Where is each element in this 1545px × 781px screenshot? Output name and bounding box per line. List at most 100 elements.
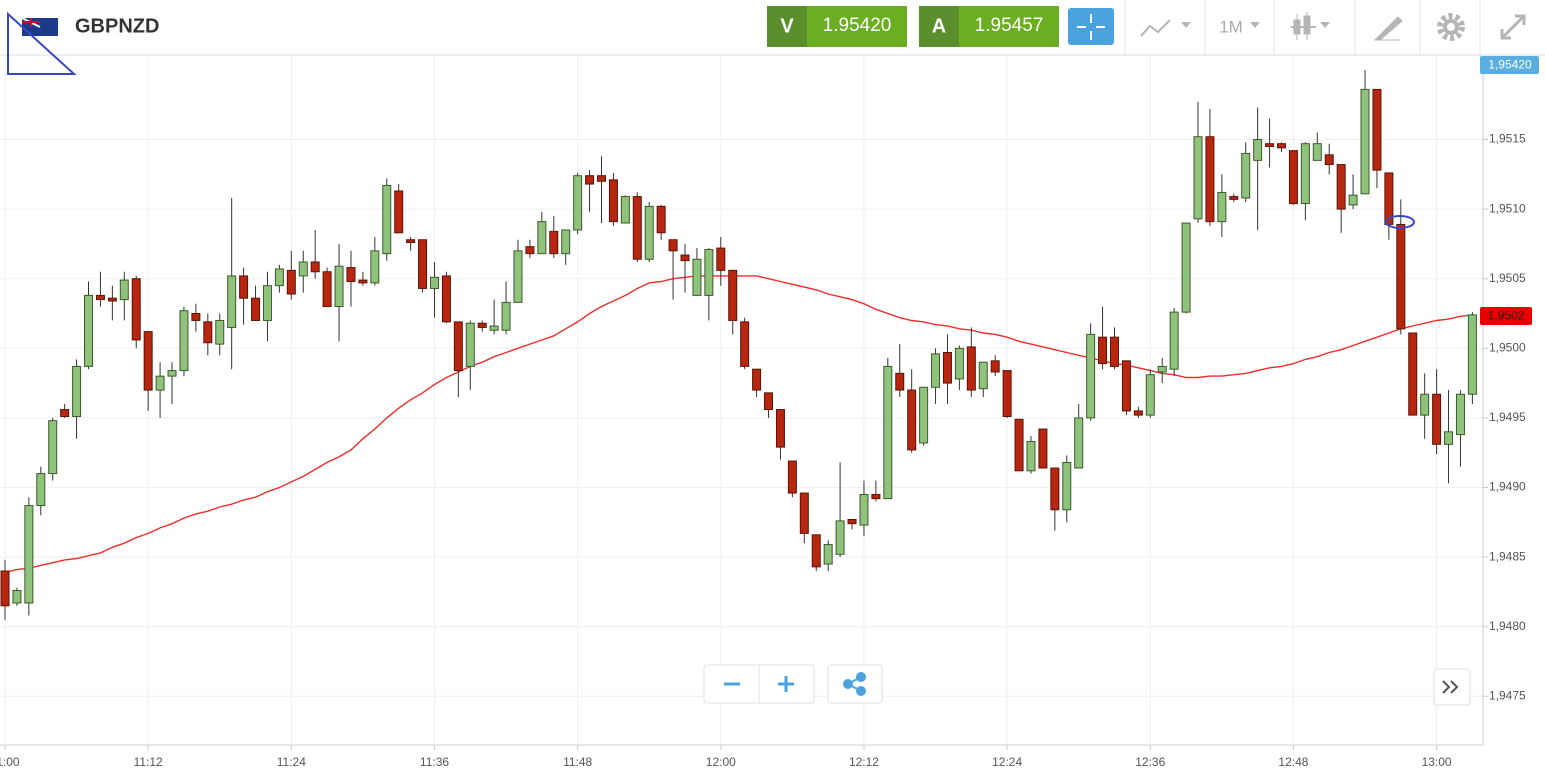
candle-body <box>1372 88 1382 171</box>
buy-price[interactable]: 1.95457 <box>975 15 1044 36</box>
indicator-button[interactable] <box>1140 19 1191 37</box>
candle-body <box>895 372 905 391</box>
candle-body <box>95 294 105 301</box>
ma-label: 1,9502 <box>1488 309 1525 323</box>
candle-body <box>871 493 881 500</box>
candle-body <box>1300 143 1310 205</box>
candle-body <box>0 570 10 607</box>
crosshair-button[interactable] <box>1068 8 1114 45</box>
candle-body <box>799 492 809 534</box>
y-tick-label: 1,9505 <box>1489 271 1526 285</box>
candle-body <box>1265 143 1275 147</box>
candle-body <box>489 325 499 331</box>
timeframe-caret <box>1250 22 1260 28</box>
candle-body <box>215 319 225 345</box>
candle-body <box>1002 370 1012 418</box>
candle-body <box>907 389 917 451</box>
candle-body <box>1408 332 1418 416</box>
candle-body <box>966 346 976 391</box>
candle-body <box>322 271 332 308</box>
candle-body <box>1109 336 1119 367</box>
sell-price[interactable]: 1.95420 <box>823 15 892 36</box>
candle-body <box>513 250 523 303</box>
x-tick-label: 13:00 <box>1422 755 1452 769</box>
candle-body <box>60 409 70 418</box>
candle-body <box>835 520 845 555</box>
candle-body <box>310 261 320 273</box>
candle-body <box>84 294 94 367</box>
chart-type-button[interactable] <box>1291 12 1330 40</box>
candle-body <box>346 267 356 282</box>
drawing-triangle[interactable] <box>7 11 77 75</box>
candle-body <box>525 246 535 255</box>
share-button[interactable] <box>827 664 883 704</box>
sell-label[interactable]: V <box>780 15 794 37</box>
x-tick-label: 12:00 <box>706 755 736 769</box>
candle-body <box>286 269 296 295</box>
candle-body <box>573 175 583 231</box>
candle-body <box>775 409 785 448</box>
y-tick-label: 1,9515 <box>1489 132 1526 146</box>
candle-body <box>620 196 630 224</box>
x-tick-label: 11:48 <box>563 755 592 769</box>
candle-body <box>1050 467 1060 511</box>
fullscreen-button[interactable] <box>1500 14 1526 40</box>
zoom-in[interactable] <box>778 676 794 692</box>
buy-label[interactable]: A <box>932 15 946 37</box>
candle-body <box>334 265 344 308</box>
candle-body <box>36 473 46 507</box>
candle-body <box>1086 333 1096 419</box>
candle-body <box>1455 393 1465 436</box>
candle-body <box>942 351 952 384</box>
y-tick-label: 1,9480 <box>1489 619 1526 633</box>
candle-body <box>406 239 416 244</box>
moving-average <box>4 275 1473 574</box>
candle-body <box>1217 191 1227 223</box>
candle-body <box>394 190 404 234</box>
candle-body <box>752 368 762 391</box>
candle-body <box>823 544 833 565</box>
candle-body <box>131 278 141 341</box>
drawing-ellipse[interactable] <box>1385 215 1415 229</box>
settings-button[interactable] <box>1437 13 1465 41</box>
candle-body <box>656 205 666 234</box>
draw-button[interactable] <box>1373 16 1403 41</box>
candle-body <box>155 375 165 391</box>
candle-body <box>883 365 893 500</box>
candle-body <box>370 250 380 284</box>
scroll-end-button[interactable] <box>1433 668 1471 706</box>
candle-body <box>597 175 606 182</box>
y-tick-label: 1,9495 <box>1489 410 1526 424</box>
candle-body <box>1432 393 1442 445</box>
candle-body <box>227 275 237 328</box>
candle-body <box>453 321 463 372</box>
candle-body <box>1348 194 1358 206</box>
x-tick-label: 11:36 <box>420 755 449 769</box>
candle-body <box>1312 143 1322 161</box>
sell-button[interactable]: V 1.95420 <box>767 6 907 47</box>
candle-body <box>1145 374 1155 416</box>
ma-badge: 1,9502 <box>1480 307 1532 325</box>
buy-button[interactable]: A 1.95457 <box>919 6 1059 47</box>
candle-body <box>931 353 941 388</box>
candle-body <box>764 392 774 411</box>
candle-body <box>143 331 153 391</box>
candle-body <box>358 279 368 284</box>
candle-body <box>72 365 82 418</box>
flag-icon <box>21 17 58 36</box>
timeframe[interactable]: 1M <box>1219 17 1243 36</box>
candle-body <box>978 361 988 390</box>
x-tick-label: 12:48 <box>1278 755 1308 769</box>
candle-body <box>167 370 177 377</box>
candle-body <box>1074 417 1084 469</box>
candle-body <box>680 254 690 262</box>
candle-body <box>585 175 595 185</box>
candle-body <box>1336 164 1346 210</box>
candle-body <box>1229 196 1239 200</box>
candle-body <box>107 297 117 302</box>
candle-body <box>561 229 571 255</box>
candle-body <box>1360 88 1370 195</box>
candle-body <box>859 493 869 526</box>
candle-body <box>1026 441 1036 472</box>
